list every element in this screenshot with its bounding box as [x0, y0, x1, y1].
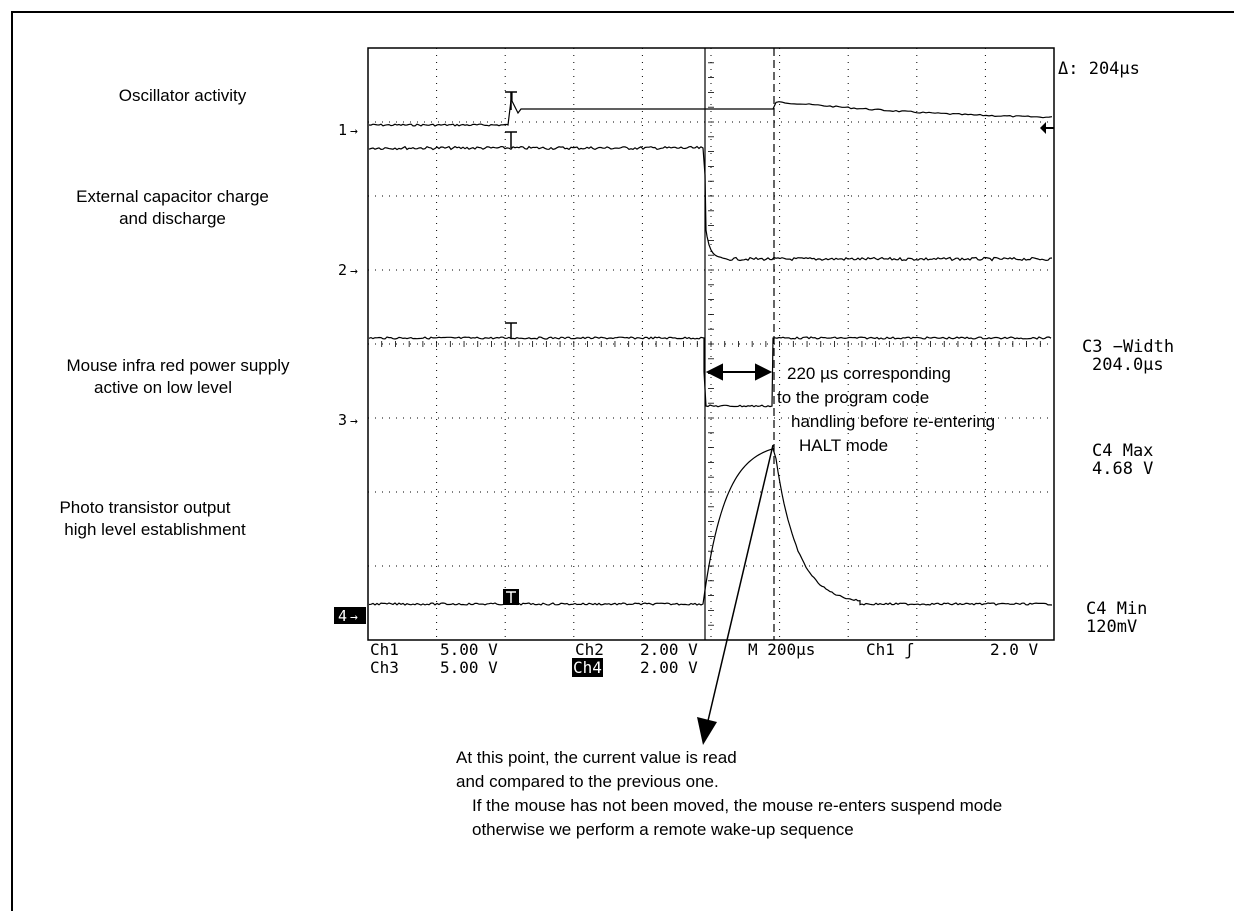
- waveforms: [368, 91, 1053, 606]
- waveform-ch4: [368, 447, 1053, 606]
- waveform-ch2: [368, 145, 1053, 262]
- marker-1-number: 1: [338, 121, 347, 139]
- trigger-marker-3: [505, 322, 517, 338]
- scale-ch4-volts: 2.00 V: [640, 658, 698, 677]
- label-photo: Photo transistor output high level estab…: [59, 498, 246, 539]
- c4-min-value: 120mV: [1086, 617, 1138, 637]
- read-point-note: At this point, the current value is read…: [456, 748, 1003, 839]
- trigger-marker-4: [503, 589, 519, 605]
- scale-ch4: Ch4: [572, 658, 603, 677]
- scale-ch2-volts: 2.00 V: [640, 640, 698, 659]
- waveform-ch3: [368, 336, 1052, 408]
- label-oscillator: Oscillator activity: [118, 86, 247, 105]
- label-ir-supply: Mouse infra red power supply active on l…: [66, 356, 290, 397]
- scale-ch1-volts: 5.00 V: [440, 640, 498, 659]
- scale-trigger: Ch1 ʃ: [866, 640, 915, 659]
- svg-text:→: →: [350, 414, 358, 429]
- graticule: [367, 47, 1055, 641]
- scale-ch3: Ch3: [370, 658, 399, 677]
- channel-marker-3: 3 →: [338, 411, 358, 429]
- pulse-annotation: 220 µs corresponding to the program code…: [777, 364, 996, 455]
- screen-border: [367, 47, 1055, 641]
- waveform-ch1: [368, 91, 1053, 127]
- width-double-arrow: [705, 363, 773, 381]
- trigger-marker-2: [505, 131, 517, 148]
- label-capacitor: External capacitor charge and discharge: [76, 187, 269, 228]
- channel-marker-4: 4 →: [334, 607, 366, 625]
- scale-ch2: Ch2: [575, 640, 604, 659]
- c3-width-label: C3 −Width: [1082, 337, 1175, 357]
- marker-2-number: 2: [338, 261, 347, 279]
- svg-text:→: →: [350, 124, 358, 139]
- svg-text:→: →: [350, 264, 358, 279]
- read-point-arrow: [697, 444, 774, 745]
- figure-frame: [11, 11, 1234, 911]
- channel-marker-1: 1 →: [338, 121, 358, 139]
- scale-trigger-volts: 2.0 V: [990, 640, 1039, 659]
- scale-ch3-volts: 5.00 V: [440, 658, 498, 677]
- c4-min-label: C4 Min: [1086, 599, 1148, 619]
- scale-ch1: Ch1: [370, 640, 399, 659]
- c4-max-value: 4.68 V: [1092, 459, 1154, 479]
- scale-timebase: M 200µs: [748, 640, 816, 659]
- marker-4-number: 4: [338, 607, 347, 625]
- trigger-level-arrow: [1040, 122, 1054, 134]
- delta-readout: Δ: 204µs: [1058, 59, 1140, 79]
- marker-3-number: 3: [338, 411, 347, 429]
- channel-marker-2: 2 →: [338, 261, 358, 279]
- c4-max-label: C4 Max: [1092, 441, 1154, 461]
- svg-text:→: →: [350, 610, 358, 625]
- c3-width-value: 204.0µs: [1092, 355, 1164, 375]
